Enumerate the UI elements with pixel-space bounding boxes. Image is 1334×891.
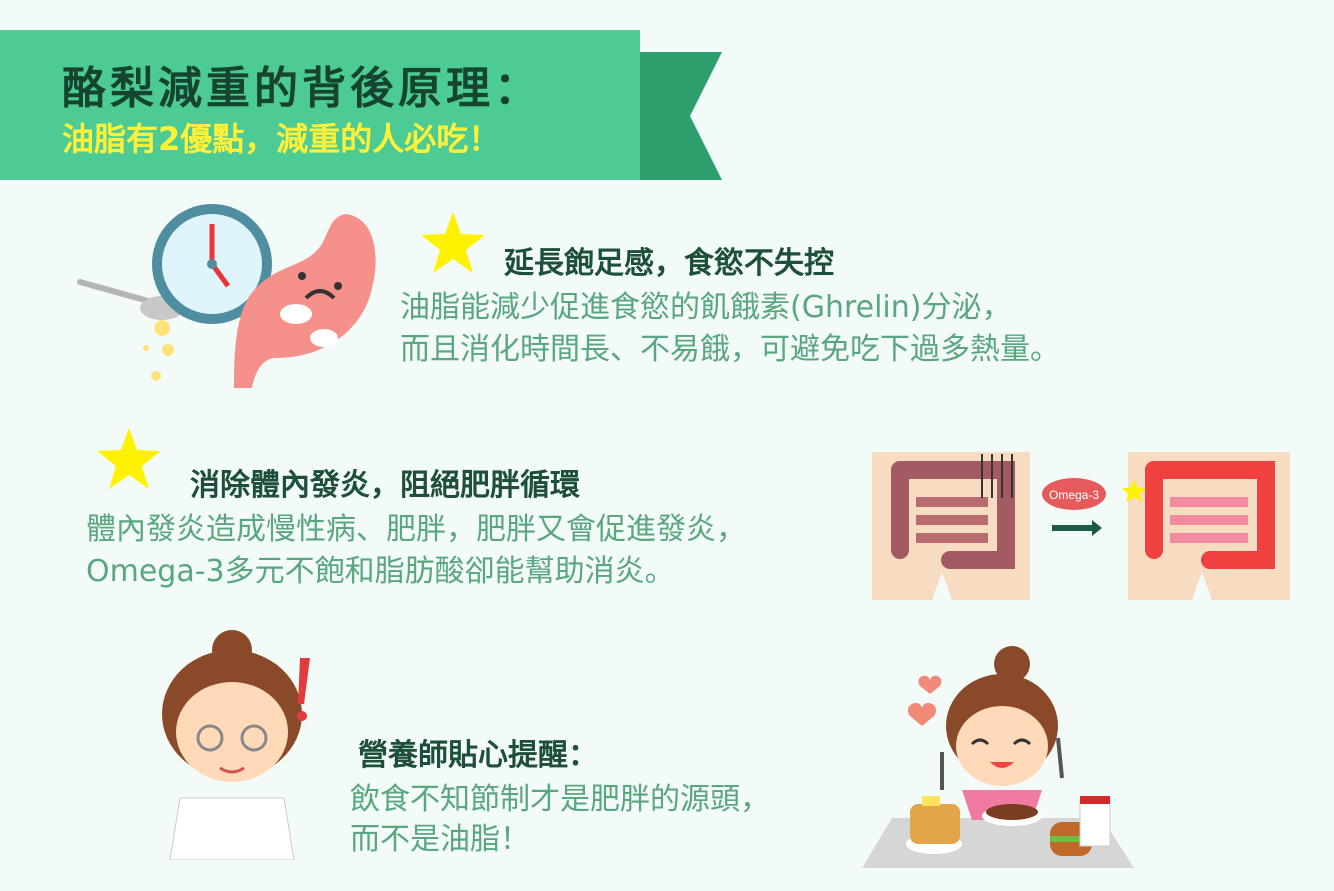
section1-heading: 延長飽足感，食慾不失控 [504,246,834,281]
intestine-illustration: Omega-3 [872,452,1290,600]
intestine-icon [872,452,1030,600]
section3-line-1: 飲食不知節制才是肥胖的源頭， [350,782,770,817]
section2-line-2: Omega-3多元不飽和脂肪酸卻能幫助消炎。 [86,554,675,589]
section1-line-1: 油脂能減少促進食慾的飢餓素(Ghrelin)分泌， [400,290,1012,325]
stomach-icon [234,214,376,388]
page-subtitle: 油脂有2優點，減重的人必吃！ [62,120,501,158]
omega-label: Omega-3 [1049,488,1099,502]
section1-line-2: 而且消化時間長、不易餓，可避免吃下過多熱量。 [400,332,1060,367]
star-icon [421,212,485,273]
section3-heading: 營養師貼心提醒： [358,738,598,773]
healthy-intestine-icon [1122,452,1290,600]
satiety-illustration [77,204,376,388]
dietitian-illustration [162,630,310,860]
dietitian-icon [162,630,310,860]
section3-line-2: 而不是油脂！ [350,822,530,857]
eating-girl-illustration [862,646,1134,868]
star-icon [97,428,161,489]
header-banner: 酪梨減重的背後原理： 油脂有2優點，減重的人必吃！ [0,30,740,180]
eating-girl-icon [862,646,1134,868]
page-title: 酪梨減重的背後原理： [62,63,542,114]
banner-ribbon-shape [0,30,722,180]
section2-heading: 消除體內發炎，阻絕肥胖循環 [190,468,580,503]
arrow-icon [1042,478,1106,536]
clock-icon [152,204,272,324]
section2-line-1: 體內發炎造成慢性病、肥胖，肥胖又會促進發炎， [86,512,746,547]
